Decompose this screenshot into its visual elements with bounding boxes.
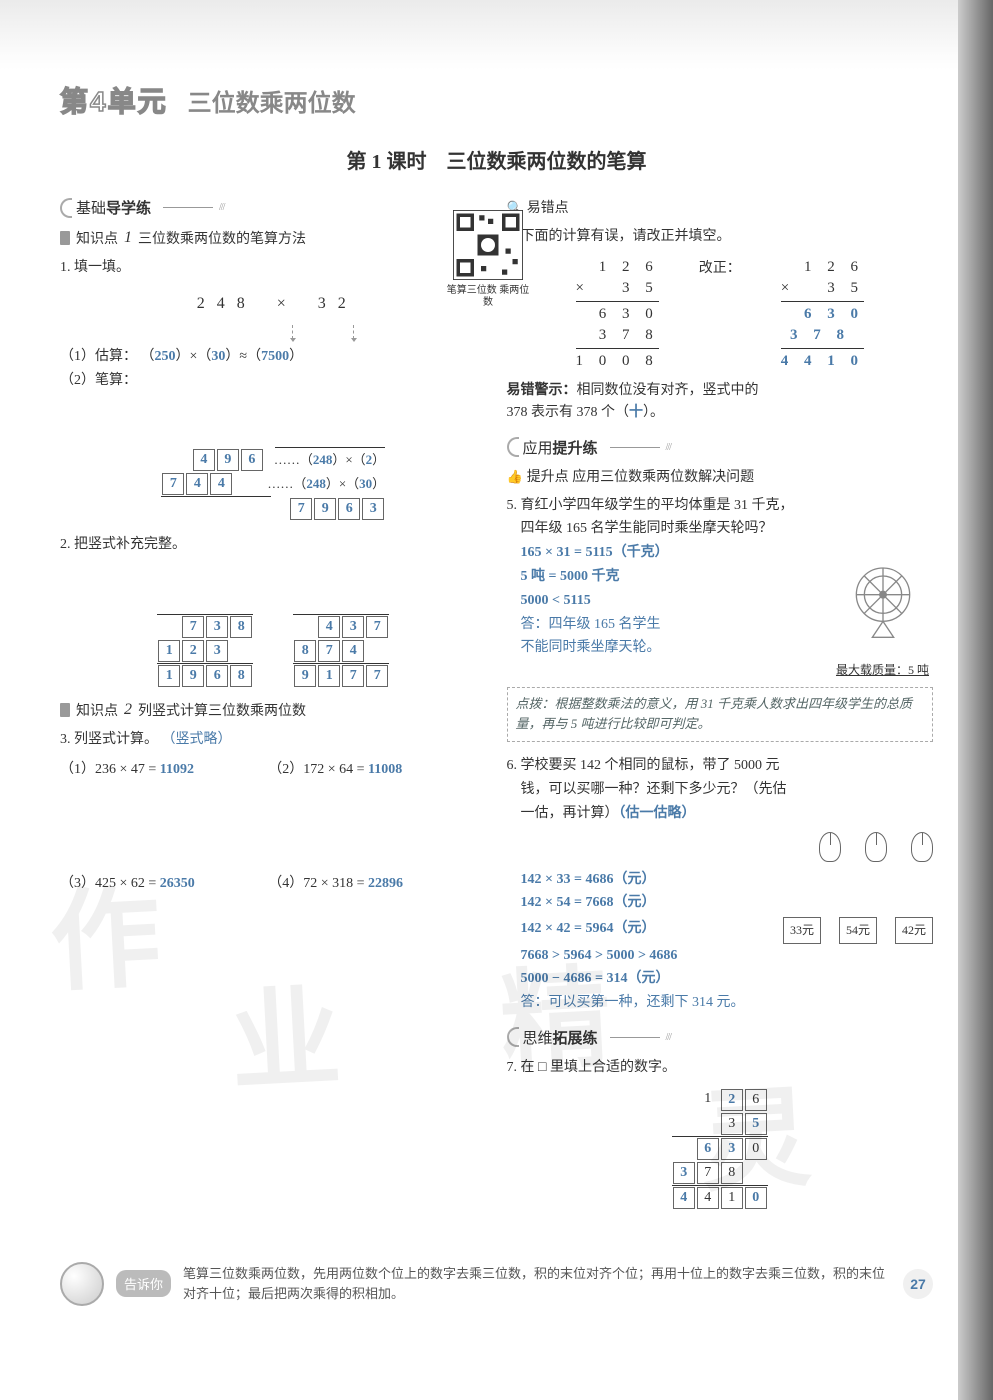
section-apply: 应用提升练 /// xyxy=(507,437,934,458)
problem-4: 4. 下面的计算有误，请改正并填空。 1 2 6 ×3 5 6 3 0 3 7 … xyxy=(507,225,934,425)
p1-r2-1: 4 xyxy=(186,473,208,495)
p1-vertical-mult: 248 ×32 496……（248）×（2） 744……（248）×（30） 7… xyxy=(60,399,487,521)
p1-r2-2: 4 xyxy=(210,473,232,495)
p1-r3-0: 7 xyxy=(290,498,312,520)
p3-num: 3. xyxy=(60,728,71,752)
bookmark-icon xyxy=(60,231,70,245)
p4-title: 下面的计算有误，请改正并填空。 xyxy=(521,229,731,244)
kp2-prefix: 知识点 xyxy=(76,700,118,720)
p5-num: 5. xyxy=(507,494,518,518)
p4-warning: 易错警示：相同数位没有对齐，竖式中的 378 表示有 378 个（十）。 xyxy=(507,380,934,425)
section-think: 思维拓展练 /// xyxy=(507,1027,934,1048)
p1-r1-0: 4 xyxy=(193,449,215,471)
mascot-icon xyxy=(60,1262,104,1306)
improve-point-head: 👍提升点 应用三位数乘两位数解决问题 xyxy=(507,466,934,486)
qr-caption: 笔算三位数 乘两位数 xyxy=(443,285,533,309)
p1-sub2-label: （2）笔算： xyxy=(60,369,487,393)
page-number: 27 xyxy=(903,1269,933,1299)
price-row: 33元 54元 42元 xyxy=(783,917,933,943)
arc-icon xyxy=(507,1027,519,1047)
problem-5: 5. 育红小学四年级学生的平均体重是 31 千克， 四年级 165 名学生能同时… xyxy=(507,494,934,743)
p2-right: 437 ×21 437 874 9177 xyxy=(293,566,389,688)
p1-expr: 2 4 8 × 3 2 xyxy=(60,290,487,317)
kp2-title: 列竖式计算三位数乘两位数 xyxy=(138,700,306,720)
top-shadow xyxy=(0,0,993,70)
footer: 告诉你 笔算三位数乘两位数，先用两位数个位上的数字去乘三位数，积的末位对齐个位；… xyxy=(60,1262,933,1306)
arc-icon xyxy=(507,437,519,457)
p1-op: × xyxy=(277,295,290,312)
main-content: 基础导学练 /// 知识点 1 三位数乘两位数的笔算方法 1. 填一填。 2 4 … xyxy=(60,189,933,1222)
unit-header: 第4单元 三位数乘两位数 xyxy=(60,80,933,120)
p7-num: 7. xyxy=(507,1056,518,1080)
thumb-icon: 👍 xyxy=(507,469,523,484)
mouse-icon xyxy=(819,832,841,862)
mouse-icon xyxy=(865,832,887,862)
p3-note: （竖式略） xyxy=(162,732,232,747)
p1-r1-2: 6 xyxy=(241,449,263,471)
p1-a: 2 4 8 xyxy=(197,295,249,312)
right-edge xyxy=(958,0,993,1400)
p7-vertical: 126 ×35 630 378 4410 xyxy=(672,1088,768,1210)
mouse-icon xyxy=(911,832,933,862)
left-column: 基础导学练 /// 知识点 1 三位数乘两位数的笔算方法 1. 填一填。 2 4 … xyxy=(60,189,487,1222)
problem-3: 3. 列竖式计算。 （竖式略） （1）236 × 47 = 11092 （2）1… xyxy=(60,728,487,925)
p1-title: 填一填。 xyxy=(74,260,130,275)
knowledge-point-2: 知识点 2 列竖式计算三位数乘两位数 xyxy=(60,700,487,720)
p1-e2: 30 xyxy=(211,349,225,364)
p1-r3-3: 3 xyxy=(362,498,384,520)
bookmark-icon xyxy=(60,703,70,717)
mouse-icons xyxy=(507,832,934,862)
p1-sub1-label: （1）估算： xyxy=(60,349,137,364)
sec-tail xyxy=(163,207,213,208)
hashes-icon: /// xyxy=(219,202,224,213)
knowledge-point-1: 知识点 1 三位数乘两位数的笔算方法 xyxy=(60,228,487,248)
p5-tip: 点拨：根据整数乘法的意义，用 31 千克乘人数求出四年级学生的总质量，再与 5 … xyxy=(507,687,934,743)
problem-7: 7. 在 □ 里填上合适的数字。 126 ×35 630 378 4410 xyxy=(507,1056,934,1210)
p1-e3: 7500 xyxy=(261,349,289,364)
p3-title: 列竖式计算。 xyxy=(74,732,158,747)
unit-badge: 第4单元 xyxy=(60,80,168,120)
sec-basic-b: 导学练 xyxy=(106,201,151,217)
arc-icon xyxy=(60,198,72,218)
footer-tag: 告诉你 xyxy=(116,1270,171,1297)
error-point-head: 🔍易错点 xyxy=(507,197,934,217)
p2-num: 2. xyxy=(60,533,71,557)
kp1-prefix: 知识点 xyxy=(76,228,118,248)
ferris-wheel-icon xyxy=(843,560,923,640)
p1-b: 3 2 xyxy=(318,295,350,312)
right-column: 🔍易错点 4. 下面的计算有误，请改正并填空。 1 2 6 ×3 5 6 3 0… xyxy=(507,189,934,1222)
p1-r2-note: ……（248）×（30） xyxy=(267,473,385,495)
page: 作 业 精 灵 第4单元 三位数乘两位数 第 1 课时 三位数乘两位数的笔算 笔… xyxy=(0,0,993,1400)
unit-title: 三位数乘两位数 xyxy=(188,83,356,118)
p2-left: 123 ×16 738 123 1968 xyxy=(157,566,253,688)
p2-title: 把竖式补充完整。 xyxy=(74,537,186,552)
p6-num: 6. xyxy=(507,754,518,778)
problem-2: 2. 把竖式补充完整。 123 ×16 738 123 1968 437 ×21 xyxy=(60,533,487,689)
problem-6: 6. 学校要买 142 个相同的鼠标，带了 5000 元 钱，可以买哪一种？还剩… xyxy=(507,754,934,1015)
p1-r2-0: 7 xyxy=(162,473,184,495)
p1-num: 1. xyxy=(60,256,71,280)
wheel-caption: 最大载质量：5 吨 xyxy=(507,660,930,680)
kp1-title: 三位数乘两位数的笔算方法 xyxy=(138,228,306,248)
p7-title: 在 □ 里填上合适的数字。 xyxy=(521,1060,676,1075)
p1-r3-2: 6 xyxy=(338,498,360,520)
qr-code xyxy=(453,210,523,280)
p1-r3-1: 9 xyxy=(314,498,336,520)
lesson-title: 第 1 课时 三位数乘两位数的笔算 xyxy=(60,145,933,174)
p1-e1: 250 xyxy=(155,349,176,364)
kp2-num: 2 xyxy=(124,701,132,719)
p4-fix-label: 改正： xyxy=(699,257,741,281)
problem-1: 1. 填一填。 2 4 8 × 3 2 （1）估算： （250）×（30）≈（7… xyxy=(60,256,487,521)
p1-r1-note: ……（248）×（2） xyxy=(274,449,385,471)
p1-r1-1: 9 xyxy=(217,449,239,471)
kp1-num: 1 xyxy=(124,229,132,247)
p4-correct: 1 2 6 ×3 5 6 3 0 3 7 8 4 4 1 0 xyxy=(781,257,864,372)
arrows-icon xyxy=(160,325,487,339)
p1-sub1: （1）估算： （250）×（30）≈（7500） xyxy=(60,345,487,369)
p4-wrong: 1 2 6 ×3 5 6 3 0 3 7 8 1 0 0 8 xyxy=(576,257,659,372)
footer-text: 笔算三位数乘两位数，先用两位数个位上的数字去乘三位数，积的末位对齐个位；再用十位… xyxy=(183,1264,891,1303)
section-basic: 基础导学练 /// xyxy=(60,197,487,218)
sec-basic-a: 基础 xyxy=(76,201,106,217)
